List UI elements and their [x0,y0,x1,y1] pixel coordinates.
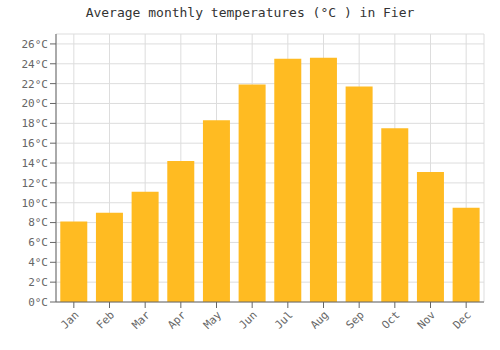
svg-text:May: May [201,308,225,332]
svg-text:Jan: Jan [58,308,81,331]
svg-text:Jul: Jul [272,308,295,331]
html-text:Average monthly temperatures (: Average monthly temperatures (°C ) in Fi… [85,5,415,20]
svg-text:20°C: 20°C [22,97,49,110]
svg-text:12°C: 12°C [22,177,49,190]
svg-text:16°C: 16°C [22,137,49,150]
svg-text:Aug: Aug [308,308,331,331]
svg-text:14°C: 14°C [22,157,49,170]
svg-text:2°C: 2°C [28,276,48,289]
svg-text:4°C: 4°C [28,256,48,269]
svg-text:Dec: Dec [451,308,474,331]
svg-text:Feb: Feb [94,308,117,331]
svg-text:Apr: Apr [165,308,189,332]
svg-text:0°C: 0°C [28,296,48,309]
svg-text:Sep: Sep [344,308,367,331]
svg-text:6°C: 6°C [28,236,48,249]
svg-text:24°C: 24°C [22,58,49,71]
svg-text:10°C: 10°C [22,197,49,210]
svg-text:18°C: 18°C [22,117,49,130]
svg-text:26°C: 26°C [22,38,49,51]
svg-text:8°C: 8°C [28,216,48,229]
svg-text:Oct: Oct [379,308,402,331]
svg-text:Mar: Mar [130,308,154,332]
svg-text:Jun: Jun [237,308,260,331]
svg-text:Nov: Nov [415,308,439,332]
svg-text:22°C: 22°C [22,78,49,91]
